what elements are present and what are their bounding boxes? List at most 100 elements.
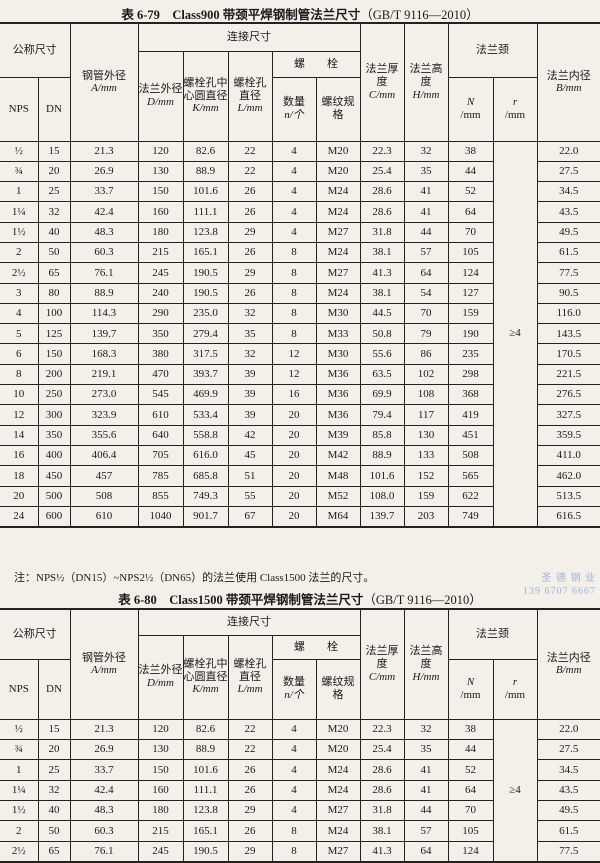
cell-bolt-hole: 26 (227, 201, 273, 223)
cell-pipe-od: 26.9 (69, 738, 139, 761)
table-row: 2 50 60.3 215 165.1 26 8 M24 38.1 57 105 61.5 (0, 820, 600, 842)
header-bore: 法兰内径 B/mm (536, 608, 600, 720)
cell-neck-n: 124 (447, 840, 494, 863)
cell-dn: 15 (37, 140, 71, 162)
cell-bolt-hole: 39 (227, 384, 273, 406)
cell-thickness: 28.6 (359, 779, 405, 802)
cell-pipe-od: 48.3 (69, 800, 139, 822)
header-text: 螺栓孔直径 (233, 77, 267, 102)
cell-dn: 600 (37, 505, 71, 528)
cell-bolt-hole: 42 (227, 424, 273, 446)
cell-bolt-thread: M27 (315, 800, 361, 822)
cell-bore: 116.0 (536, 302, 600, 325)
cell-height: 130 (403, 424, 449, 446)
cell-bolt-qty: 8 (271, 282, 317, 304)
cell-bore: 27.5 (536, 738, 600, 761)
cell-flange-od: 350 (137, 323, 184, 345)
cell-dn: 500 (37, 485, 71, 507)
cell-neck-n: 124 (447, 262, 494, 284)
cell-bolt-circle: 111.1 (182, 201, 229, 223)
cell-bolt-hole: 26 (227, 779, 273, 802)
cell-pipe-od: 219.1 (69, 363, 139, 386)
cell-bolt-circle: 101.6 (182, 181, 229, 203)
cell-nps: 1 (0, 181, 39, 203)
cell-nps: 1¼ (0, 779, 39, 802)
cell-bolt-hole: 29 (227, 800, 273, 822)
header-unit: L/mm (237, 102, 263, 115)
cell-bolt-circle: 317.5 (182, 343, 229, 365)
cell-flange-od: 160 (137, 201, 184, 223)
cell-dn: 20 (37, 738, 71, 761)
cell-bolt-qty: 20 (271, 404, 317, 426)
cell-bolt-qty: 20 (271, 505, 317, 528)
cell-height: 57 (403, 820, 449, 842)
header-text: 法兰外径 (138, 664, 183, 677)
cell-thickness: 31.8 (359, 221, 405, 243)
cell-neck-n: 105 (447, 241, 494, 264)
header-unit: n/个 (284, 109, 304, 121)
table-row: 1 25 33.7 150 101.6 26 4 M24 28.6 41 52 34.5 (0, 181, 600, 203)
cell-height: 57 (403, 241, 449, 264)
cell-neck-n: 38 (447, 718, 494, 740)
cell-nps: 3 (0, 282, 39, 304)
cell-pipe-od: 610 (69, 505, 139, 528)
cell-thickness: 38.1 (359, 241, 405, 264)
cell-bolt-hole: 29 (227, 221, 273, 243)
header-neck: 法兰颈 (447, 608, 538, 660)
cell-bolt-circle: 88.9 (182, 160, 229, 183)
cell-nps: 5 (0, 323, 39, 345)
cell-flange-od: 240 (137, 282, 184, 304)
cell-nps: 18 (0, 465, 39, 487)
cell-neck-n: 368 (447, 384, 494, 406)
cell-dn: 400 (37, 444, 71, 467)
cell-dn: 100 (37, 302, 71, 325)
cell-thickness: 28.6 (359, 181, 405, 203)
cell-bolt-circle: 533.4 (182, 404, 229, 426)
cell-bore: 49.5 (536, 800, 600, 822)
cell-height: 203 (403, 505, 449, 528)
header-text: 法兰高度 (409, 645, 443, 670)
table-header: 公称尺寸 钢管外径 A/mm 连接尺寸 法兰厚度 C/mm 法兰高度 H/mm 法兰颈… (0, 608, 600, 720)
cell-bolt-thread: M24 (315, 779, 361, 802)
header-unit: K/mm (192, 683, 219, 696)
cell-bolt-thread: M20 (315, 738, 361, 761)
table1-standard: （GB/T 9116—2010） (360, 8, 479, 22)
header-bolt-thread: 螺纹规格 (315, 76, 361, 142)
cell-bore: 513.5 (536, 485, 600, 507)
cell-neck-n: 105 (447, 820, 494, 842)
cell-neck-n: 52 (447, 181, 494, 203)
cell-bolt-hole: 26 (227, 241, 273, 264)
cell-bore: 327.5 (536, 404, 600, 426)
cell-bolt-hole: 39 (227, 404, 273, 426)
cell-bore: 34.5 (536, 181, 600, 203)
header-text: 螺栓孔中心圆直径 (183, 77, 228, 102)
cell-nps: 2 (0, 820, 39, 842)
cell-dn: 40 (37, 800, 71, 822)
cell-flange-od: 705 (137, 444, 184, 467)
cell-bolt-hole: 26 (227, 759, 273, 781)
cell-pipe-od: 60.3 (69, 820, 139, 842)
header-bolt: 螺 栓 (271, 50, 360, 78)
cell-thickness: 85.8 (359, 424, 405, 446)
cell-neck-r: ≥4 (492, 141, 538, 527)
cell-bolt-qty: 20 (271, 465, 317, 487)
header-unit: L/mm (237, 683, 263, 696)
cell-thickness: 139.7 (359, 505, 405, 528)
header-dn: DN (37, 76, 71, 142)
header-text: 钢管外径 (82, 651, 126, 664)
cell-neck-n: 64 (447, 779, 494, 802)
cell-height: 86 (403, 343, 449, 365)
cell-pipe-od: 60.3 (69, 241, 139, 264)
cell-dn: 250 (37, 384, 71, 406)
cell-bolt-circle: 101.6 (182, 759, 229, 781)
header-text: r (512, 96, 518, 109)
cell-thickness: 25.4 (359, 738, 405, 761)
cell-bolt-qty: 4 (271, 140, 317, 162)
cell-dn: 25 (37, 181, 71, 203)
cell-thickness: 55.6 (359, 343, 405, 365)
header-bolt-qty: 数量 n/个 (271, 76, 317, 142)
table1-title-text: 表 6-79 Class900 带颈平焊钢制管法兰尺寸 (121, 8, 361, 22)
cell-bolt-circle: 393.7 (182, 363, 229, 386)
cell-nps: ½ (0, 140, 39, 162)
cell-flange-od: 150 (137, 759, 184, 781)
